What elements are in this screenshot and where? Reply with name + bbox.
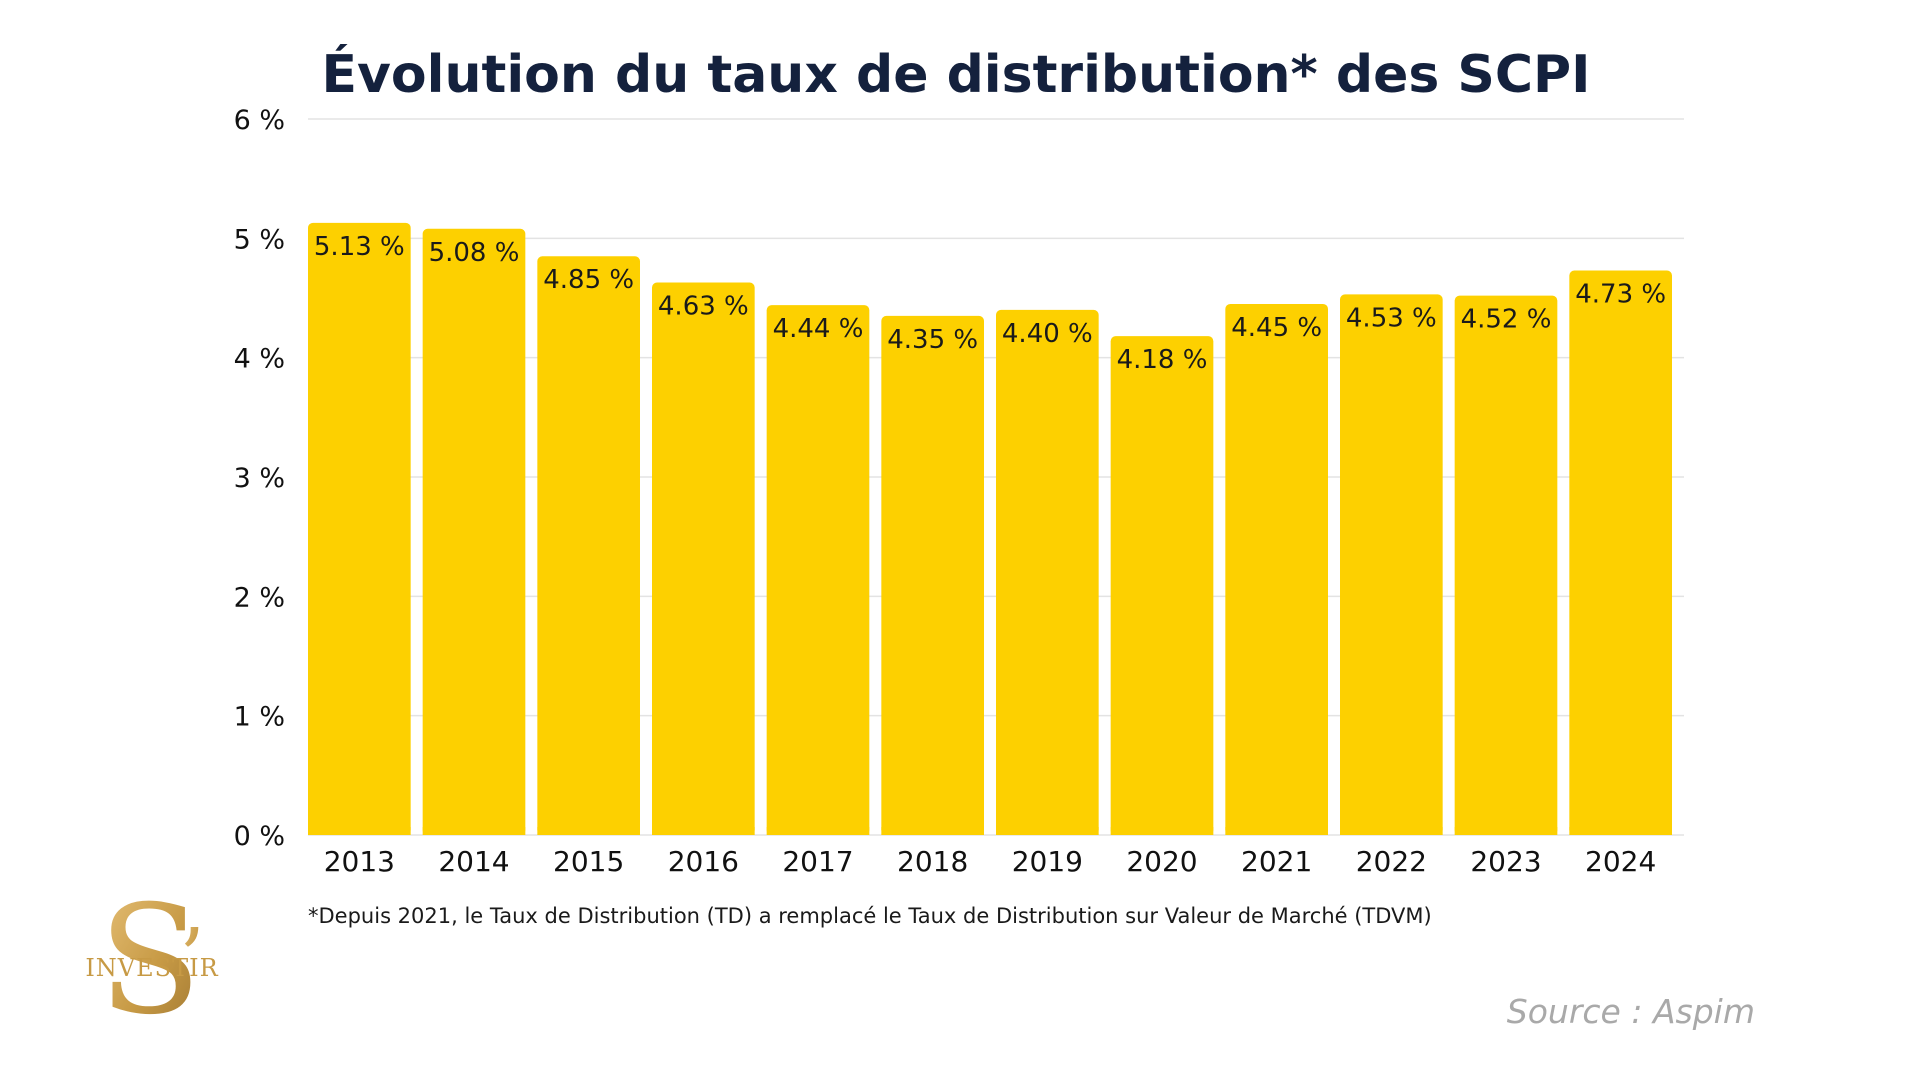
data-label-2017: 4.44 % [773,314,864,344]
data-label-2016: 4.63 % [658,291,749,321]
bar-base-2013 [308,827,411,835]
data-label-2014: 5.08 % [429,238,520,268]
x-tick-label: 2021 [1241,845,1312,878]
bar-base-2018 [881,827,984,835]
y-tick-label: 4 % [234,344,285,375]
y-tick-label: 1 % [234,702,285,733]
x-tick-label: 2014 [438,845,509,878]
x-tick-label: 2019 [1012,845,1083,878]
bar-2019 [996,309,1099,835]
bar-2014 [422,228,526,835]
data-label-2023: 4.52 % [1461,305,1552,335]
chart-title: Évolution du taux de distribution* des S… [322,44,1591,105]
logo-text: INVESTIR [85,954,218,982]
logo-apostrophe: ’ [179,911,204,1004]
bar-base-2016 [652,827,755,835]
data-label-2013: 5.13 % [314,232,405,262]
data-label-2015: 4.85 % [543,265,634,295]
bar-base-2020 [1110,827,1214,835]
bar-2015 [537,256,640,835]
y-axis: 0 % 1 % 2 % 3 % 4 % 5 % 6 % [234,105,285,852]
bar-2017 [766,305,870,835]
y-tick-label: 0 % [234,821,285,852]
y-tick-label: 3 % [234,463,285,494]
bar-2016 [652,282,755,835]
bar-base-2014 [422,827,526,835]
x-tick-label: 2013 [324,845,395,878]
bar-2024 [1569,270,1672,835]
x-tick-label: 2020 [1126,845,1197,878]
bar-2013 [308,222,411,835]
x-tick-label: 2016 [668,845,739,878]
bar-2021 [1225,303,1328,835]
bar-base-2023 [1454,827,1558,835]
x-tick-label: 2017 [782,845,853,878]
logo-s-mark: S [99,874,202,1048]
bar-base-2021 [1225,827,1328,835]
footnote: *Depuis 2021, le Taux de Distribution (T… [308,904,1432,928]
data-label-2019: 4.40 % [1002,319,1093,349]
data-label-2020: 4.18 % [1117,345,1208,375]
bar-2020 [1110,336,1214,835]
x-axis: 2013 2014 2015 2016 2017 2018 2019 2020 2021 2022… [324,845,1657,878]
data-label-2021: 4.45 % [1231,313,1322,343]
data-labels: 5.13 % 5.08 % 4.85 % 4.63 % 4.44 % 4.35 % 4.40… [314,232,1666,375]
data-label-2024: 4.73 % [1575,280,1666,310]
source-label: Source : Aspim [1507,992,1755,1031]
investir-logo: S ’ INVESTIR [85,874,218,1048]
bar-base-2017 [766,827,870,835]
data-label-2022: 4.53 % [1346,303,1437,333]
bar-2018 [881,315,984,835]
bar-base-2024 [1569,827,1672,835]
bar-base-2015 [537,827,640,835]
bar-base-2022 [1340,827,1443,835]
y-tick-label: 2 % [234,582,285,613]
x-tick-label: 2024 [1585,845,1656,878]
bars [308,222,1672,835]
data-label-2018: 4.35 % [887,325,978,355]
y-tick-label: 5 % [234,224,285,255]
bar-2023 [1454,295,1558,835]
x-tick-label: 2015 [553,845,624,878]
y-tick-label: 6 % [234,105,285,136]
x-tick-label: 2022 [1356,845,1427,878]
bar-base-2019 [996,827,1099,835]
x-tick-label: 2018 [897,845,968,878]
bar-2022 [1340,294,1443,835]
x-tick-label: 2023 [1470,845,1541,878]
